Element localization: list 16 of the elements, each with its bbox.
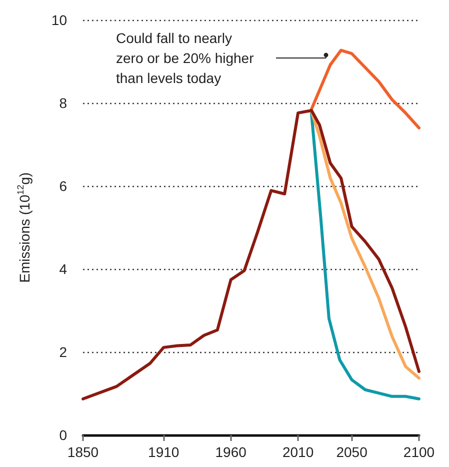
line-series xyxy=(310,48,420,130)
x-tick-label: 1850 xyxy=(67,444,99,460)
y-tick-label: 8 xyxy=(59,95,68,111)
y-tick-label: 4 xyxy=(59,261,68,277)
x-tick-label: 2010 xyxy=(282,444,314,460)
x-tick-label: 1960 xyxy=(215,444,247,460)
line-series xyxy=(82,108,420,400)
annotation: Could fall to nearly zero or be 20% higher than levels today xyxy=(116,30,254,86)
x-tick-label: 2100 xyxy=(403,444,435,460)
x-tick-label: 1910 xyxy=(148,444,180,460)
y-tick-label: 2 xyxy=(59,344,68,360)
y-tick-label: 10 xyxy=(51,12,68,28)
x-tick-label: 2050 xyxy=(336,444,368,460)
y-axis-title: Emissions (1012g) xyxy=(16,172,32,283)
y-tick-label: 0 xyxy=(59,427,68,443)
y-tick-label: 6 xyxy=(59,178,68,194)
